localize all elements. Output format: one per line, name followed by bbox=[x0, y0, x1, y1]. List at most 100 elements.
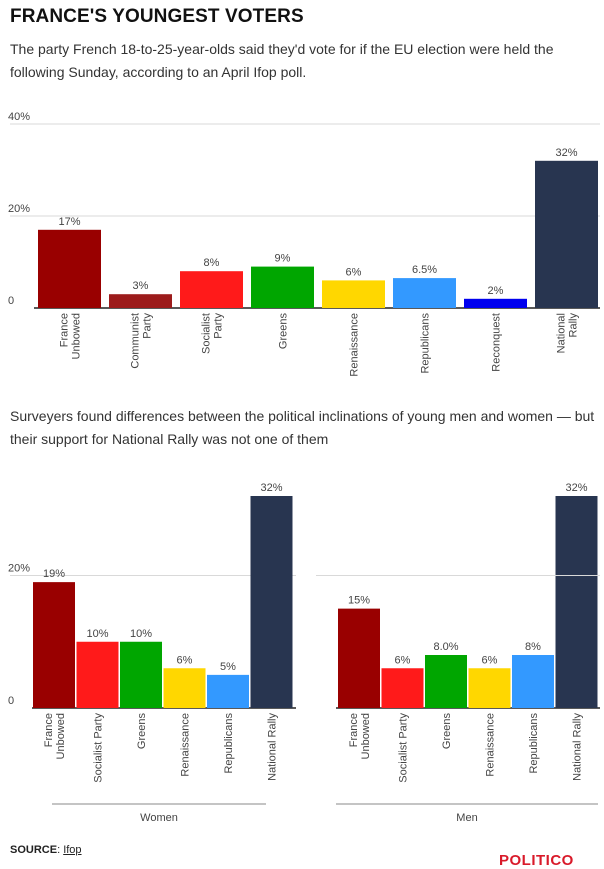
politico-logo: POLITICO bbox=[499, 852, 574, 869]
y-tick-label: 0 bbox=[8, 295, 14, 307]
data-label: 10% bbox=[86, 628, 108, 640]
category-label: Republicans bbox=[420, 313, 432, 374]
category-label: Renaissance bbox=[485, 713, 497, 777]
category-label: Reconquest bbox=[491, 313, 503, 372]
bar bbox=[468, 668, 511, 708]
bar bbox=[207, 674, 249, 708]
category-label-line: Renaissance bbox=[485, 713, 497, 777]
bar bbox=[535, 160, 598, 308]
group-label: Men bbox=[456, 812, 477, 824]
bar bbox=[33, 582, 75, 708]
category-label: Greens bbox=[441, 713, 453, 750]
chart-title: FRANCE'S YOUNGEST VOTERS bbox=[10, 6, 304, 27]
bar bbox=[38, 229, 101, 308]
category-label: Socialist Party bbox=[93, 713, 105, 783]
category-label-line: Socialist bbox=[201, 313, 213, 354]
data-label: 9% bbox=[275, 253, 291, 265]
category-label: National Rally bbox=[556, 313, 580, 354]
category-label-line: National Rally bbox=[572, 713, 584, 781]
category-label: Republicans bbox=[528, 713, 540, 774]
category-label: Greens bbox=[136, 713, 148, 750]
source-separator: : bbox=[57, 844, 64, 856]
data-label: 6.5% bbox=[412, 264, 437, 276]
category-label-line: National Rally bbox=[267, 713, 279, 781]
data-label: 8% bbox=[204, 257, 220, 269]
category-label: National Rally bbox=[572, 713, 584, 781]
bar bbox=[76, 641, 119, 708]
category-label-line: Unbowed bbox=[71, 313, 83, 359]
category-label-line: Renaissance bbox=[180, 713, 192, 777]
category-label-line: Communist bbox=[130, 313, 142, 369]
category-label-line: Republicans bbox=[223, 713, 235, 774]
category-label-line: Unbowed bbox=[55, 713, 67, 759]
category-label-line: National bbox=[556, 313, 568, 353]
bar bbox=[555, 496, 598, 708]
category-label-line: Greens bbox=[136, 713, 148, 750]
category-label: France Unbowed bbox=[59, 313, 83, 359]
data-label: 6% bbox=[346, 266, 362, 278]
category-label: National Rally bbox=[267, 713, 279, 781]
y-tick-label: 0 bbox=[8, 695, 14, 707]
category-label-line: Socialist Party bbox=[398, 713, 410, 783]
data-label: 17% bbox=[58, 216, 80, 228]
data-label: 19% bbox=[43, 568, 65, 580]
bar bbox=[180, 271, 243, 308]
bar bbox=[512, 655, 554, 708]
bar bbox=[250, 496, 293, 708]
chart-subtitle: The party French 18-to-25-year-olds said… bbox=[10, 41, 554, 80]
source-label: SOURCE bbox=[10, 844, 58, 856]
bar bbox=[425, 655, 467, 708]
category-label-line: Greens bbox=[441, 713, 453, 750]
category-label: Greens bbox=[278, 313, 290, 350]
category-label-line: Party bbox=[213, 313, 225, 339]
data-label: 32% bbox=[565, 482, 587, 494]
data-label: 8% bbox=[525, 641, 541, 653]
category-label-line: Party bbox=[142, 313, 154, 339]
data-label: 15% bbox=[348, 595, 370, 607]
bar bbox=[338, 608, 380, 708]
category-label: Socialist Party bbox=[398, 713, 410, 783]
bar bbox=[393, 278, 456, 308]
category-label-line: Rally bbox=[568, 313, 580, 338]
chart-subtitle-gender: Surveyers found differences between the … bbox=[10, 408, 595, 447]
category-label-line: Republicans bbox=[420, 313, 432, 374]
category-label-line: Greens bbox=[278, 313, 290, 350]
data-label: 5% bbox=[220, 661, 236, 673]
category-label-line: France bbox=[43, 713, 55, 747]
category-label-line: Unbowed bbox=[360, 713, 372, 759]
source-link[interactable]: Ifop bbox=[63, 844, 82, 856]
category-label-line: Socialist Party bbox=[93, 713, 105, 783]
category-label: Renaissance bbox=[349, 313, 361, 377]
bar bbox=[109, 294, 172, 308]
data-label: 8.0% bbox=[433, 641, 458, 653]
bar bbox=[163, 668, 206, 708]
category-label: France Unbowed bbox=[43, 713, 67, 759]
bar bbox=[322, 280, 385, 308]
data-label: 6% bbox=[482, 654, 498, 666]
bar bbox=[120, 641, 162, 708]
category-label: Socialist Party bbox=[201, 313, 225, 354]
bar bbox=[381, 668, 424, 708]
data-label: 10% bbox=[130, 628, 152, 640]
category-label-line: Renaissance bbox=[349, 313, 361, 377]
category-label-line: France bbox=[348, 713, 360, 747]
category-label: Republicans bbox=[223, 713, 235, 774]
category-label: Renaissance bbox=[180, 713, 192, 777]
y-tick-label: 20% bbox=[8, 203, 30, 215]
y-tick-label: 20% bbox=[8, 563, 30, 575]
category-label: France Unbowed bbox=[348, 713, 372, 759]
source-note: SOURCE: Ifop bbox=[10, 844, 82, 856]
category-label-line: Reconquest bbox=[491, 313, 503, 372]
data-label: 32% bbox=[260, 482, 282, 494]
group-label: Women bbox=[140, 812, 178, 824]
data-label: 6% bbox=[177, 654, 193, 666]
data-label: 6% bbox=[395, 654, 411, 666]
bar bbox=[251, 266, 314, 308]
y-tick-label: 40% bbox=[8, 111, 30, 123]
data-label: 2% bbox=[488, 285, 504, 297]
bar bbox=[464, 298, 527, 308]
data-label: 3% bbox=[133, 280, 149, 292]
category-label-line: France bbox=[59, 313, 71, 347]
category-label: Communist Party bbox=[130, 313, 154, 369]
